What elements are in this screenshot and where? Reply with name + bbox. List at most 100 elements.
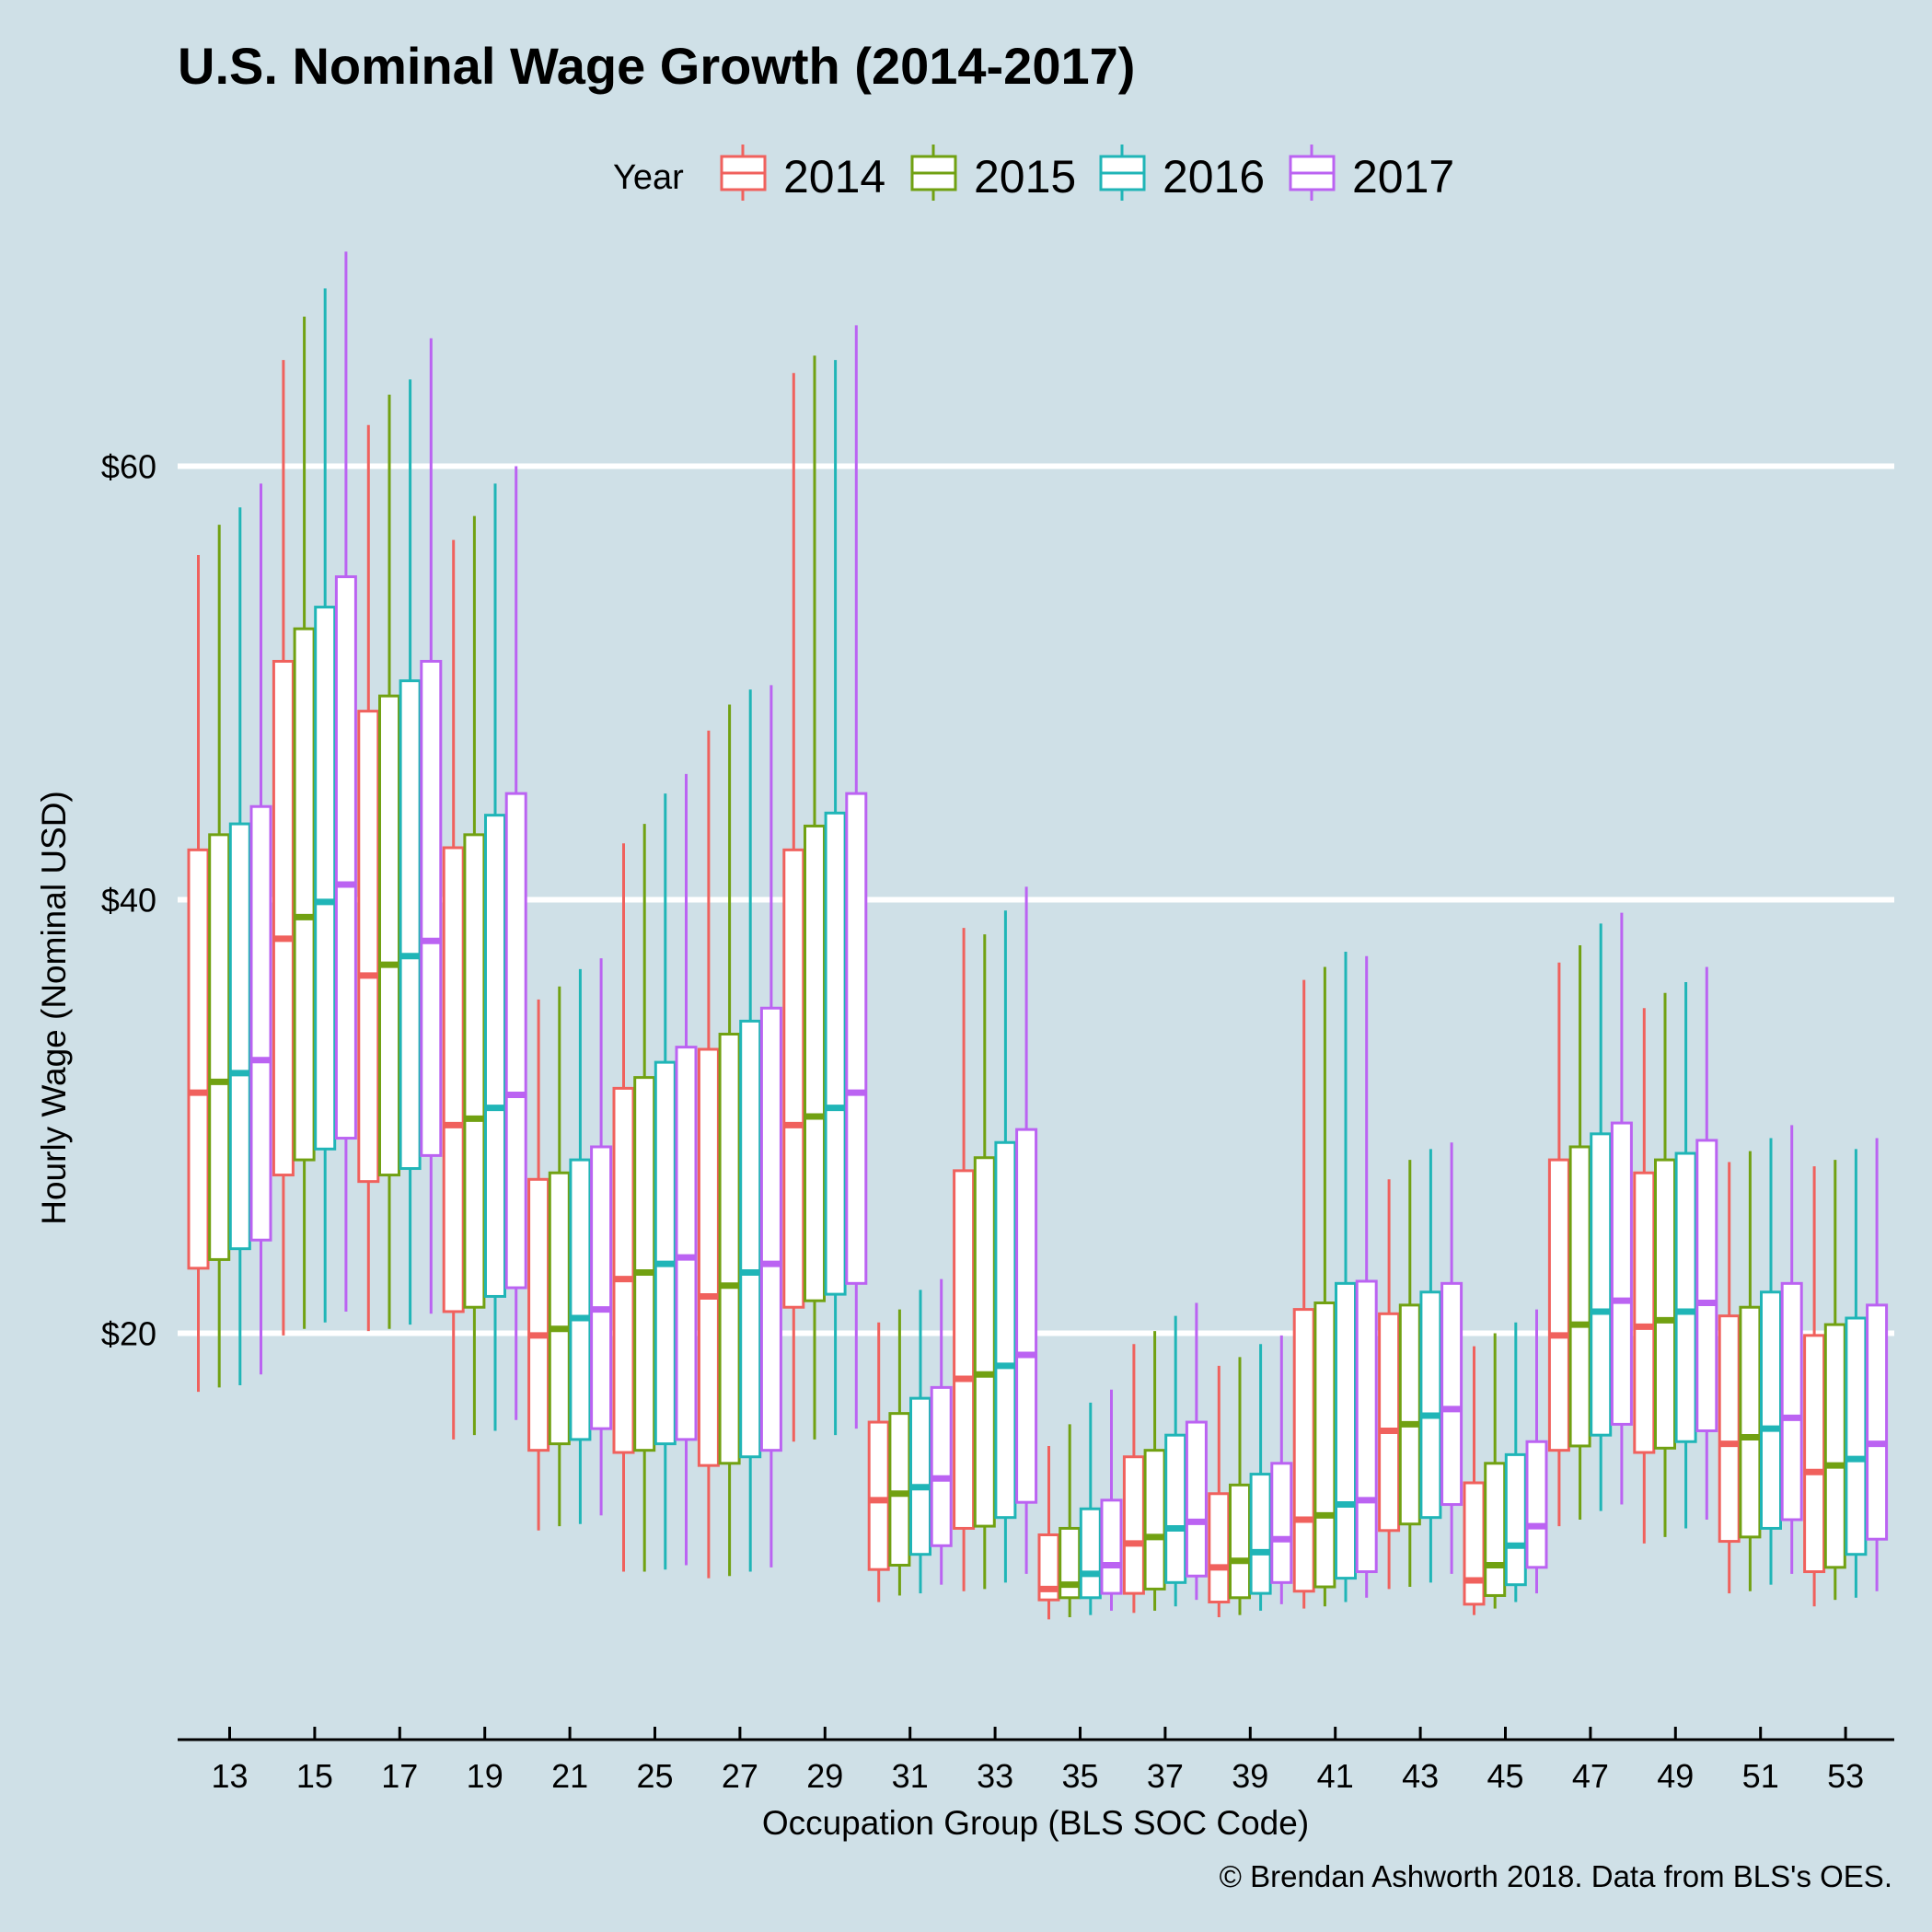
x-tick-label: 43: [1402, 1757, 1439, 1795]
box-21-2017: [590, 958, 613, 1516]
iqr-box: [804, 824, 826, 1302]
iqr-box: [548, 1171, 571, 1446]
box-45-2017: [1525, 1309, 1548, 1594]
y-tick-label: $60: [101, 448, 156, 486]
iqr-box: [1484, 1462, 1507, 1597]
iqr-box: [1547, 1158, 1570, 1452]
iqr-box: [272, 659, 295, 1177]
iqr-box: [1164, 1433, 1187, 1584]
x-tick-label: 47: [1572, 1757, 1609, 1795]
box-17-2015: [378, 394, 400, 1329]
legend-item-2016: 2016: [1099, 145, 1265, 202]
iqr-box: [1229, 1483, 1251, 1600]
box-41-2014: [1292, 979, 1315, 1609]
iqr-box: [718, 1033, 741, 1465]
x-tick-label: 33: [977, 1757, 1013, 1795]
iqr-box: [1803, 1334, 1826, 1574]
y-axis-title: Hourly Wage (Nominal USD): [35, 791, 73, 1225]
iqr-box: [1590, 1132, 1613, 1437]
box-43-2014: [1378, 1179, 1401, 1590]
x-tick-label: 21: [551, 1757, 588, 1795]
box-33-2014: [953, 928, 976, 1591]
iqr-box: [187, 848, 210, 1270]
iqr-box: [504, 792, 527, 1290]
x-tick-label: 51: [1742, 1757, 1779, 1795]
iqr-box: [1100, 1498, 1123, 1595]
box-35-2015: [1059, 1424, 1082, 1618]
box-49-2016: [1674, 981, 1697, 1529]
box-47-2015: [1568, 944, 1591, 1521]
x-tick-label: 13: [211, 1757, 248, 1795]
legend: Year 2014 2015 2016 2017: [613, 145, 1454, 202]
box-51-2014: [1718, 1162, 1741, 1594]
iqr-box: [867, 1420, 890, 1571]
iqr-box: [1823, 1323, 1846, 1569]
box-19-2015: [463, 515, 486, 1436]
iqr-box: [1463, 1481, 1486, 1606]
box-53-2016: [1845, 1149, 1868, 1598]
box-29-2017: [845, 325, 868, 1429]
box-37-2014: [1122, 1344, 1145, 1614]
iqr-box: [1335, 1281, 1357, 1580]
x-tick-label: 37: [1147, 1757, 1184, 1795]
x-axis-title: Occupation Group (BLS SOC Code): [762, 1804, 1309, 1842]
box-25-2014: [612, 843, 635, 1572]
box-21-2016: [569, 968, 592, 1524]
iqr-box: [1845, 1316, 1868, 1556]
iqr-box: [973, 1156, 996, 1528]
iqr-box: [1398, 1303, 1421, 1526]
x-tick-label: 25: [636, 1757, 673, 1795]
box-39-2017: [1270, 1335, 1293, 1604]
iqr-box: [654, 1060, 677, 1446]
box-53-2017: [1866, 1138, 1889, 1591]
box-15-2014: [272, 360, 295, 1336]
box-31-2017: [930, 1278, 953, 1585]
box-49-2015: [1654, 992, 1676, 1537]
box-35-2014: [1037, 1445, 1060, 1620]
box-31-2016: [909, 1290, 931, 1594]
box-37-2015: [1143, 1331, 1166, 1611]
box-33-2017: [1015, 886, 1038, 1574]
box-19-2017: [504, 466, 527, 1420]
box-17-2016: [399, 379, 422, 1325]
iqr-box: [1015, 1128, 1038, 1504]
box-41-2017: [1355, 955, 1378, 1598]
iqr-box: [782, 848, 805, 1309]
box-27-2015: [718, 704, 741, 1577]
iqr-box: [357, 710, 380, 1184]
iqr-box: [1270, 1462, 1293, 1584]
box-31-2014: [867, 1322, 890, 1602]
legend-label: 2015: [974, 151, 1076, 202]
box-29-2015: [804, 355, 826, 1440]
box-17-2014: [357, 424, 380, 1332]
iqr-box: [249, 804, 272, 1242]
box-51-2015: [1739, 1151, 1762, 1591]
box-13-2014: [187, 555, 210, 1393]
box-49-2014: [1633, 1008, 1656, 1544]
x-tick-label: 27: [722, 1757, 758, 1795]
x-tick-label: 49: [1657, 1757, 1694, 1795]
iqr-box: [824, 811, 847, 1296]
box-27-2014: [697, 730, 720, 1579]
iqr-box: [463, 833, 486, 1309]
iqr-box: [569, 1158, 592, 1441]
box-43-2015: [1398, 1160, 1421, 1588]
legend-label: 2017: [1352, 151, 1454, 202]
x-tick-label: 19: [467, 1757, 503, 1795]
box-39-2015: [1229, 1357, 1251, 1615]
box-29-2016: [824, 360, 847, 1436]
box-17-2017: [420, 338, 443, 1314]
legend-item-2015: 2015: [910, 145, 1076, 202]
box-47-2016: [1590, 923, 1613, 1511]
box-13-2017: [249, 483, 272, 1375]
iqr-box: [1525, 1440, 1548, 1569]
iqr-box: [1760, 1290, 1782, 1530]
iqr-box: [1780, 1281, 1803, 1521]
legend-label: 2014: [783, 151, 885, 202]
iqr-box: [930, 1385, 953, 1547]
legend-title: Year: [613, 158, 684, 197]
box-47-2014: [1547, 962, 1570, 1527]
iqr-box: [399, 679, 422, 1171]
iqr-box: [1249, 1473, 1272, 1595]
